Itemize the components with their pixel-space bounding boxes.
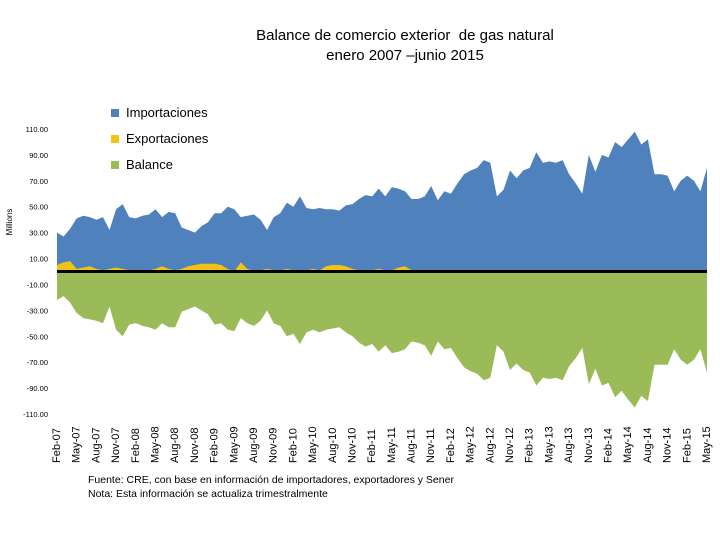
x-tick-label: Nov-10: [347, 428, 359, 463]
x-tick-label: Nov-12: [504, 428, 516, 463]
x-tick-label: May-11: [386, 427, 398, 463]
legend-label-exportaciones: Exportaciones: [126, 131, 209, 146]
chart-title-line-2: enero 2007 –junio 2015: [326, 47, 484, 64]
legend-label-balance: Balance: [126, 157, 173, 172]
x-tick-label: Aug-14: [642, 428, 654, 463]
x-tick-label: Aug-10: [327, 428, 339, 463]
x-tick-label: Nov-09: [268, 428, 280, 463]
x-tick-label: Nov-08: [189, 428, 201, 463]
chart-title: Balance de comercio exterior de gas natu…: [180, 26, 630, 66]
x-tick-label: Feb-12: [445, 428, 457, 463]
footnotes: Fuente: CRE, con base en información de …: [88, 473, 454, 501]
y-tick-label: 30.00: [29, 229, 48, 238]
x-tick-label: Aug-12: [484, 427, 496, 462]
legend-swatch-importaciones: [111, 108, 119, 117]
y-tick-label: 110.00: [26, 125, 48, 134]
x-tick-label: Nov-11: [425, 428, 437, 463]
y-tick-label: -50.00: [27, 332, 48, 341]
x-tick-label: May-09: [228, 426, 240, 463]
y-tick-label: 10.00: [29, 255, 48, 264]
x-tick-label: May-14: [622, 426, 634, 463]
x-tick-label: Feb-13: [524, 428, 536, 463]
x-tick-label: May-12: [465, 426, 477, 463]
y-tick-label: 50.00: [29, 203, 48, 212]
x-tick-label: Aug-08: [169, 428, 181, 463]
x-tick-label: May-15: [701, 426, 713, 463]
y-axis-label: Millions: [5, 209, 14, 236]
x-tick-label: Nov-14: [662, 428, 674, 463]
x-tick-label: Feb-09: [209, 428, 221, 463]
x-tick-label: Aug-13: [563, 427, 575, 462]
area-series-exportaciones: [57, 261, 707, 272]
y-tick-label: -10.00: [27, 280, 48, 289]
x-tick-label: Feb-14: [603, 428, 615, 463]
y-tick-label: -30.00: [27, 306, 48, 315]
legend-label-importaciones: Importaciones: [126, 105, 208, 120]
legend-swatch-exportaciones: [111, 134, 119, 143]
x-tick-label: Feb-08: [130, 428, 142, 463]
legend-swatch-balance: [111, 160, 119, 169]
chart-title-line-1: Balance de comercio exterior de gas natu…: [256, 27, 554, 44]
x-tick-label: May-07: [71, 426, 83, 463]
x-tick-label: Feb-07: [51, 428, 63, 463]
update-note: Nota: Esta información se actualiza trim…: [88, 488, 328, 500]
area-series-importaciones: [57, 131, 707, 272]
x-tick-label: May-10: [307, 426, 319, 463]
legend-item-exportaciones: Exportaciones: [111, 131, 208, 146]
x-tick-label: Aug-07: [90, 428, 102, 463]
legend-item-importaciones: Importaciones: [111, 105, 208, 120]
x-tick-label: Aug-09: [248, 428, 260, 463]
x-tick-label: May-13: [543, 426, 555, 463]
x-tick-label: Feb-11: [366, 429, 378, 463]
y-tick-label: -70.00: [27, 358, 48, 367]
y-tick-label: -110.00: [23, 410, 48, 419]
x-tick-label: Aug-11: [406, 428, 418, 463]
x-tick-label: May-08: [150, 426, 162, 463]
x-tick-label: Nov-13: [583, 428, 595, 463]
x-tick-label: Nov-07: [110, 428, 122, 463]
y-tick-label: 90.00: [29, 151, 48, 160]
y-tick-label: 70.00: [29, 177, 48, 186]
area-series-balance: [57, 271, 707, 408]
legend-item-balance: Balance: [111, 157, 173, 172]
y-tick-label: -90.00: [27, 384, 48, 393]
x-tick-label: Feb-10: [287, 428, 299, 463]
x-tick-label: Feb-15: [681, 428, 693, 463]
source-note: Fuente: CRE, con base en información de …: [88, 474, 454, 486]
